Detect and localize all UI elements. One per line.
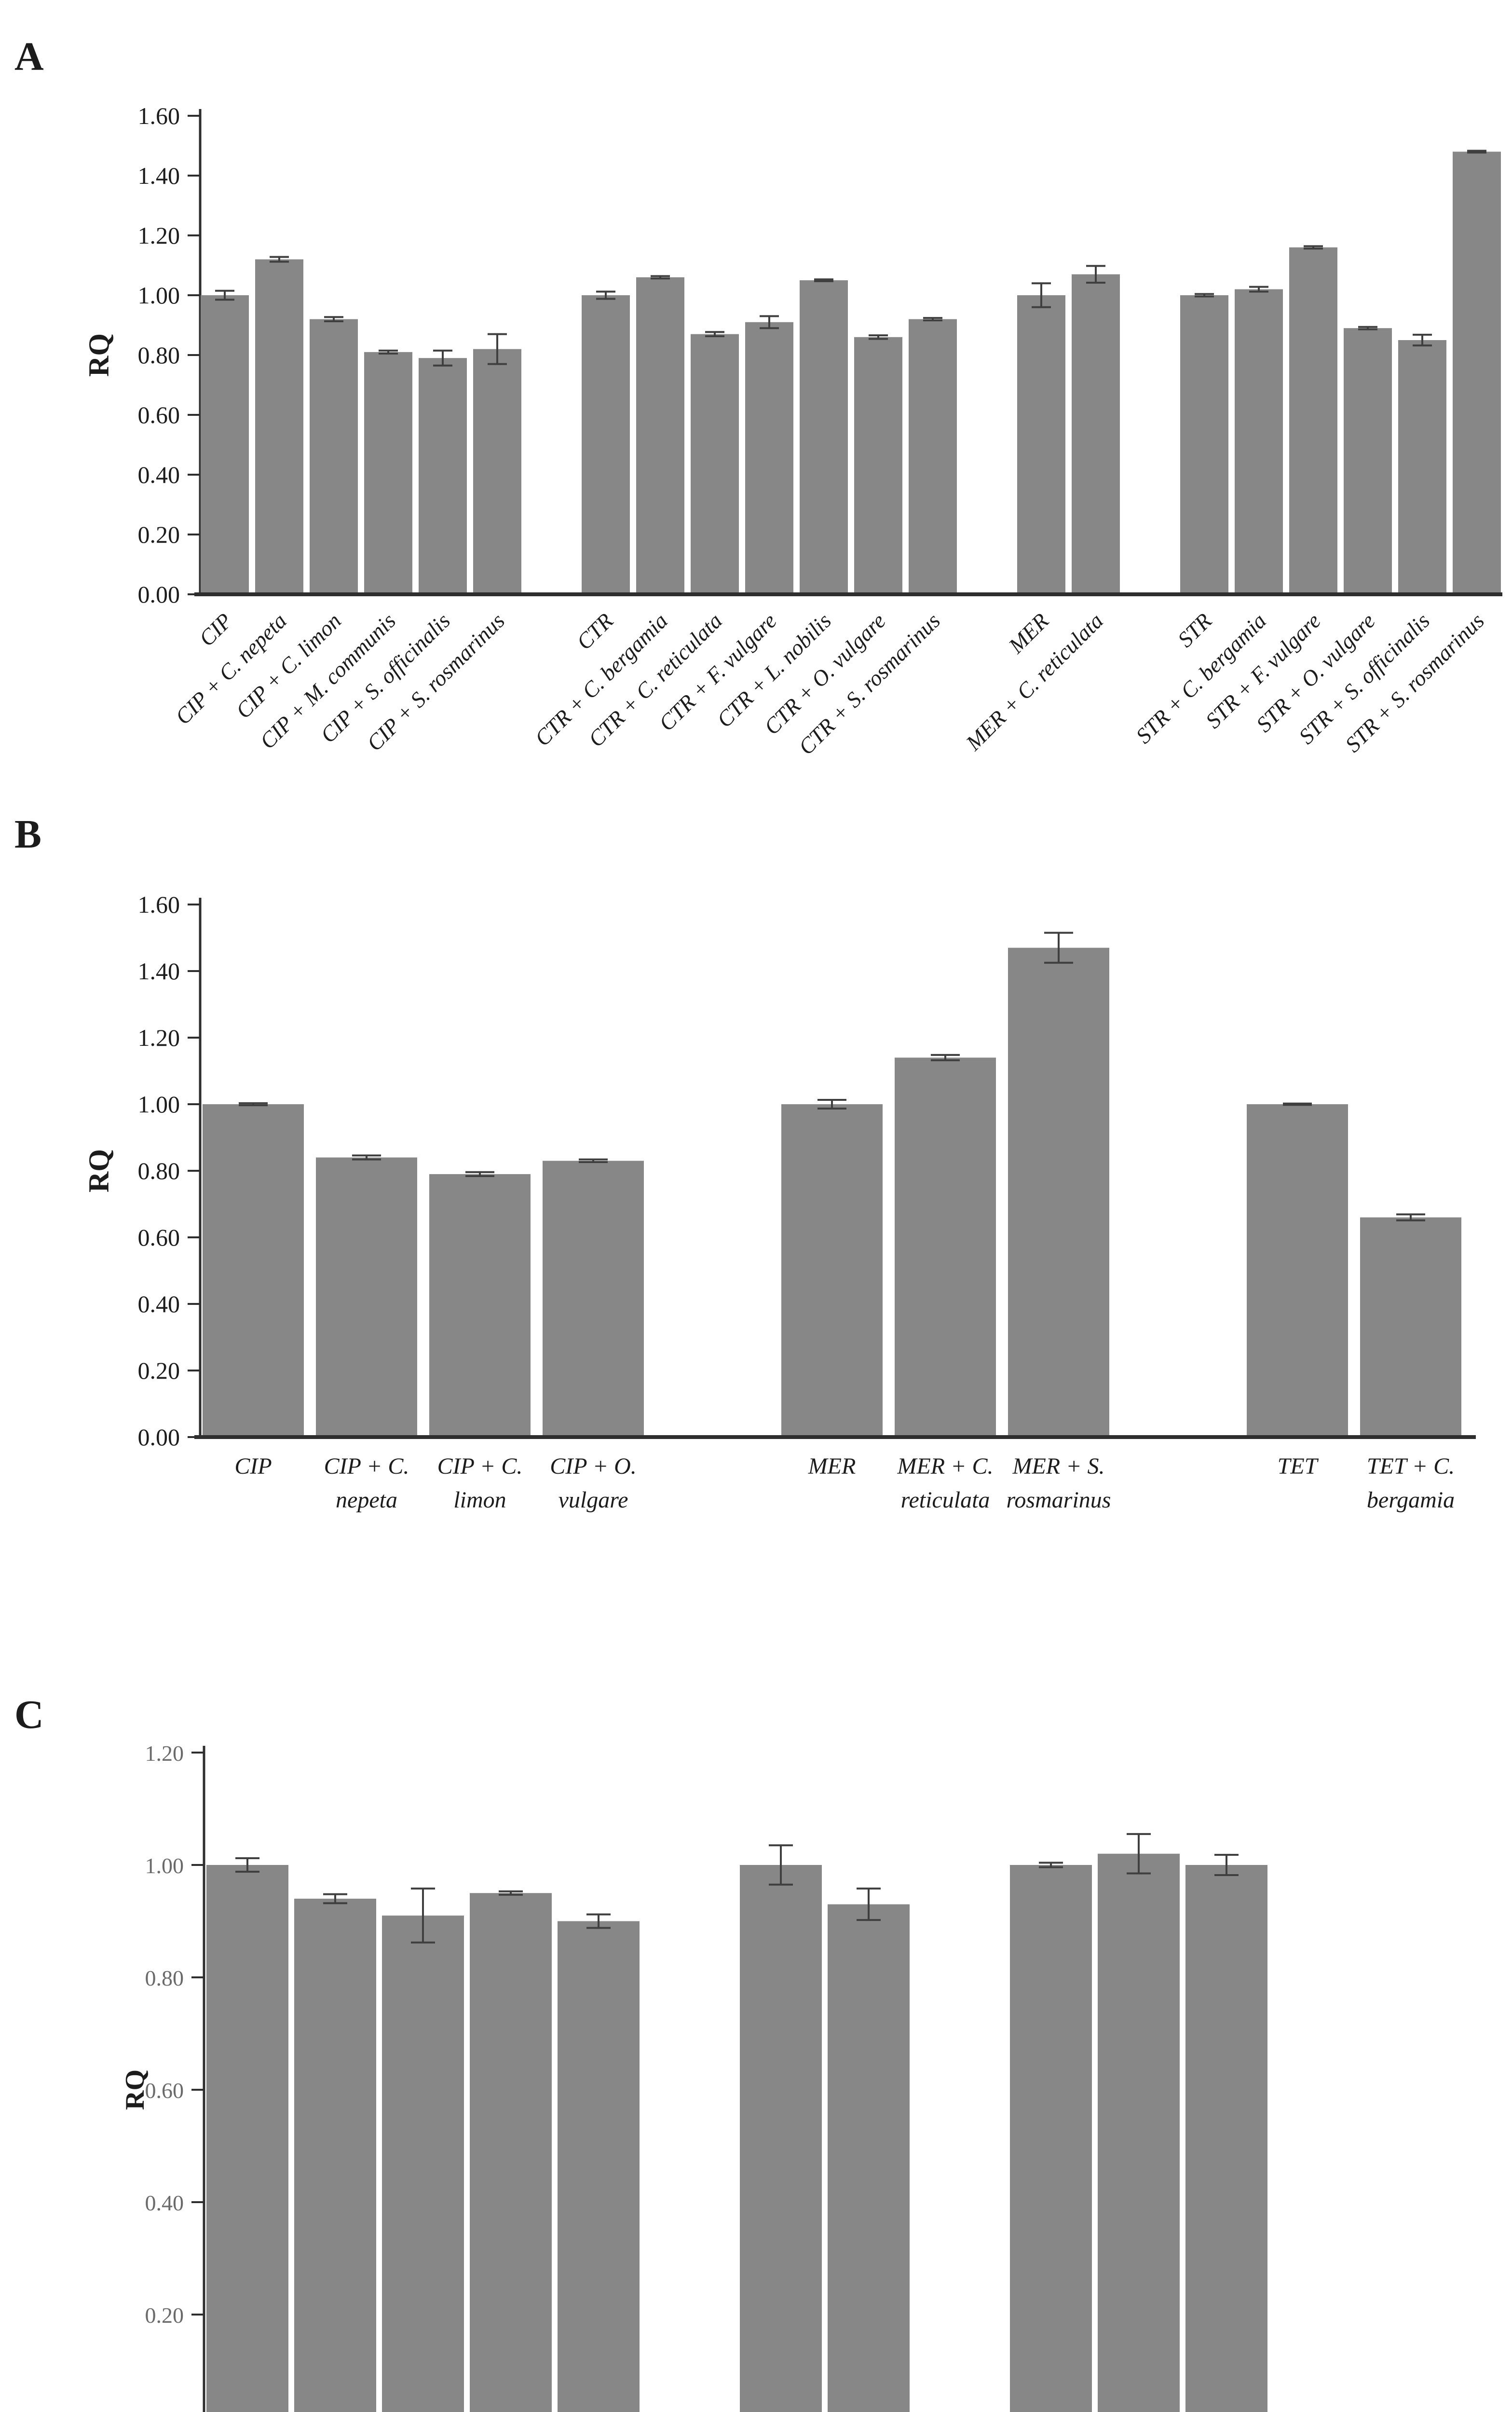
bar — [1247, 1104, 1348, 1437]
bar — [310, 319, 358, 594]
x-axis-label: MER — [1003, 608, 1053, 658]
y-axis-title-C: RQ — [120, 2069, 150, 2110]
y-tick-label-A: 0.00 — [138, 581, 180, 608]
bar — [558, 1921, 640, 2412]
bar — [201, 295, 249, 594]
x-axis-label: vulgare — [558, 1487, 628, 1513]
x-axis-label: TET + C. — [1367, 1453, 1455, 1479]
bar — [1289, 247, 1337, 594]
x-axis-label: limon — [453, 1487, 506, 1513]
bar — [740, 1865, 822, 2412]
bar — [255, 259, 303, 594]
y-tick-label-A: 1.20 — [138, 222, 180, 249]
y-tick-label-B: 1.20 — [138, 1024, 180, 1051]
x-axis-label: bergamia — [1367, 1487, 1455, 1513]
y-tick-label-C: 0.20 — [145, 2303, 184, 2328]
y-tick-label-C: 1.20 — [145, 1741, 184, 1766]
x-axis-label: CIP + C. — [324, 1453, 409, 1479]
bar — [470, 1893, 552, 2412]
bar — [294, 1898, 376, 2412]
y-tick-label-A: 1.40 — [138, 162, 180, 189]
bar — [909, 319, 957, 594]
x-axis-label: rosmarinus — [1007, 1487, 1111, 1513]
x-axis-label: CIP + O. — [550, 1453, 637, 1479]
bar — [895, 1057, 996, 1437]
y-tick-label-A: 0.40 — [138, 461, 180, 488]
bar — [203, 1104, 304, 1437]
y-tick-label-B: 1.40 — [138, 958, 180, 985]
bar — [691, 334, 739, 594]
x-axis-label: MER — [808, 1453, 856, 1479]
x-axis-label: CIP + C. — [437, 1453, 523, 1479]
bar — [854, 337, 902, 594]
x-axis-label: CIP — [234, 1453, 272, 1479]
y-tick-label-B: 0.40 — [138, 1290, 180, 1317]
y-tick-label-C: 0.40 — [145, 2191, 184, 2215]
bar — [1010, 1865, 1092, 2412]
bar — [1344, 328, 1392, 594]
y-tick-label-C: 1.00 — [145, 1853, 184, 1878]
bar — [1398, 340, 1446, 594]
bar — [781, 1104, 883, 1437]
y-axis-title-B: RQ — [83, 1149, 115, 1192]
panel-letter-C: C — [14, 1692, 44, 1737]
y-tick-label-B: 0.60 — [138, 1224, 180, 1251]
bar — [828, 1904, 910, 2412]
panel-letter-A: A — [14, 34, 44, 79]
y-tick-label-A: 0.20 — [138, 521, 180, 548]
y-tick-label-B: 0.00 — [138, 1424, 180, 1451]
bar — [800, 280, 848, 594]
bar — [1185, 1865, 1267, 2412]
bar — [473, 349, 521, 594]
y-tick-label-C: 0.80 — [145, 1966, 184, 1990]
bar — [745, 322, 793, 594]
bar — [1008, 947, 1109, 1437]
y-tick-label-B: 0.20 — [138, 1357, 180, 1384]
x-axis-label: reticulata — [901, 1487, 990, 1513]
bar — [636, 277, 684, 594]
bar — [582, 295, 630, 594]
bar — [1453, 151, 1501, 594]
bar — [1072, 274, 1120, 594]
x-axis-label: MER + C. — [897, 1453, 993, 1479]
bar — [316, 1157, 417, 1437]
y-axis-title-A: RQ — [83, 333, 115, 377]
bar — [364, 352, 412, 594]
bar — [382, 1915, 464, 2412]
y-tick-label-A: 1.60 — [138, 102, 180, 129]
y-tick-label-B: 1.60 — [138, 891, 180, 918]
bar — [419, 358, 467, 594]
bar — [1017, 295, 1065, 594]
x-axis-label: MER + S. — [1012, 1453, 1104, 1479]
bar — [1235, 289, 1283, 594]
x-axis-label: TET — [1278, 1453, 1319, 1479]
x-axis-label: CIP — [194, 608, 237, 651]
y-tick-label-A: 0.80 — [138, 342, 180, 369]
y-tick-label-A: 1.00 — [138, 282, 180, 309]
x-axis-label: nepeta — [336, 1487, 397, 1513]
x-axis-label: CTR — [572, 608, 618, 655]
bar — [1098, 1853, 1180, 2412]
bar — [1180, 295, 1228, 594]
bar — [206, 1865, 288, 2412]
y-tick-label-B: 1.00 — [138, 1091, 180, 1118]
bar — [429, 1174, 531, 1437]
bar — [543, 1161, 644, 1437]
panel-letter-B: B — [14, 812, 41, 857]
y-tick-label-C: 0.60 — [145, 2078, 184, 2103]
bar — [1360, 1217, 1461, 1437]
x-axis-label: STR — [1173, 608, 1216, 652]
y-tick-label-A: 0.60 — [138, 401, 180, 428]
y-tick-label-B: 0.80 — [138, 1157, 180, 1184]
